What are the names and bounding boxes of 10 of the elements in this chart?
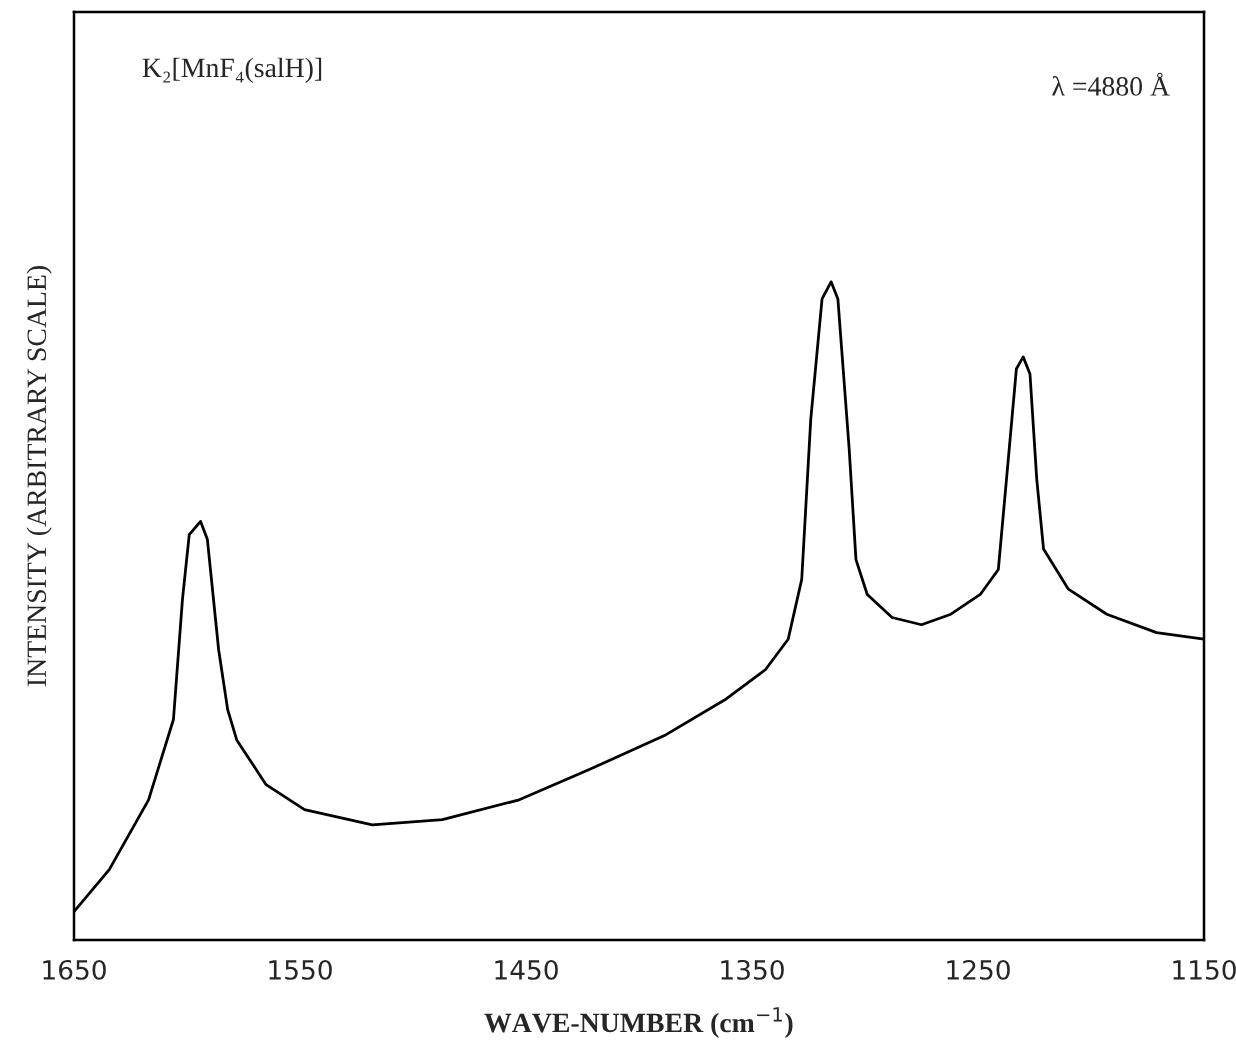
x-tick-label: 1450 [495,959,558,980]
x-tick-label: 1550 [269,959,332,980]
x-tick-label: 1250 [947,959,1010,980]
text: K₂[MnF₄(salH)] [142,57,322,83]
text: λ =4880 Å [1052,72,1170,96]
x-tick-label: 1650 [43,959,106,980]
x-tick-label: 1150 [1173,959,1236,980]
y-axis-title: INTENSITY (ARBITRARY SCALE) [26,266,52,687]
x-axis-title: WAVE-NUMBER (cm$^{−1}$) [484,1007,793,1038]
x-tick-label: 1350 [721,959,784,980]
